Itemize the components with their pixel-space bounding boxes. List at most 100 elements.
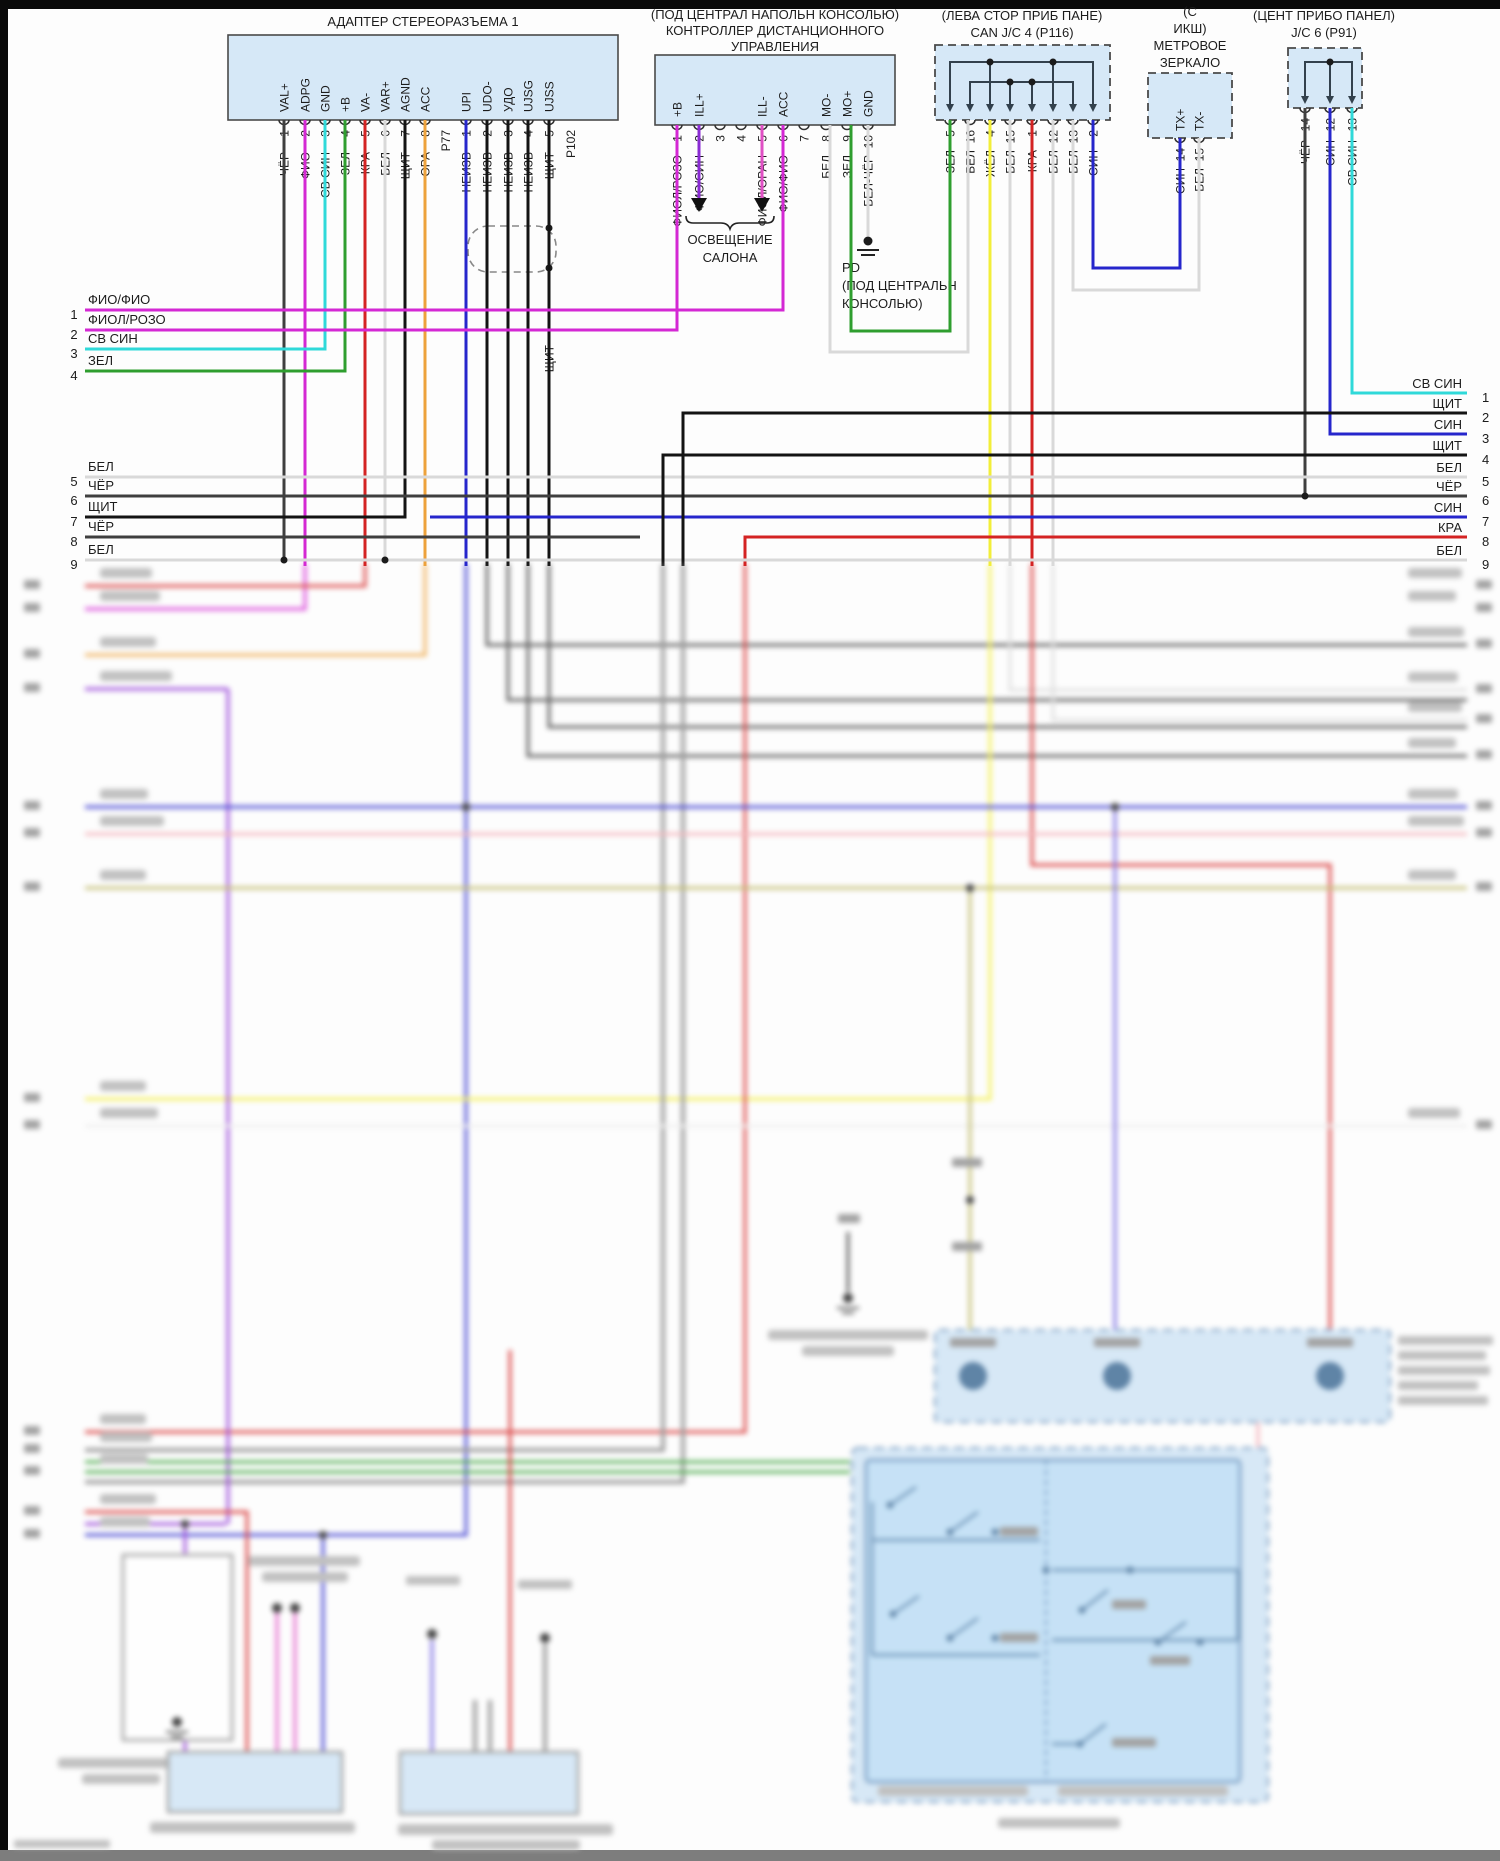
- pin-label: TX-: [1193, 112, 1207, 131]
- terminal-dot: [427, 1629, 437, 1639]
- blurred-label: [1094, 1338, 1140, 1347]
- can-jc4-block: (ЛЕВА СТОР ПРИБ ПАНЕ) CAN J/C 4 (P116) 5…: [934, 8, 1111, 177]
- blurred-caption: [398, 1824, 613, 1835]
- arrow-down-icon: [754, 198, 770, 212]
- row-label: ЩИТ: [88, 499, 118, 514]
- row-label: СВ СИН: [88, 331, 138, 346]
- row-label: ЩИТ: [1433, 438, 1463, 453]
- row-label: ЧЁР: [88, 519, 114, 534]
- wire: [275, 1612, 297, 1752]
- connector-code: P77: [439, 130, 453, 152]
- wire: [1008, 120, 1055, 566]
- blurred-right-row-marks: [1408, 568, 1492, 1129]
- wire: [85, 687, 230, 1752]
- wire: [1328, 108, 1467, 436]
- row-number: 2: [70, 327, 77, 342]
- row-label: БЕЛ: [88, 542, 114, 557]
- junction-dot: [319, 1531, 327, 1539]
- remote-title: УПРАВЛЕНИЯ: [731, 39, 819, 54]
- wire: [849, 120, 952, 333]
- blurred-caption: [248, 1556, 360, 1566]
- blurred-label: [952, 1242, 982, 1251]
- mirror-title: МЕТРОВОЕ: [1154, 38, 1227, 53]
- pin-label: ACC: [777, 91, 791, 117]
- wire: [85, 125, 679, 332]
- pin-label: UDO-: [481, 81, 495, 112]
- wire: [85, 564, 427, 657]
- pin-label: +B: [339, 97, 353, 112]
- row-line: [681, 411, 1467, 566]
- ground-dot: [843, 1293, 853, 1303]
- terminal-circle: [1103, 1362, 1131, 1390]
- mirror-title: ЗЕРКАЛО: [1160, 55, 1220, 70]
- pin-label: MO+: [841, 91, 855, 117]
- wire: [85, 564, 685, 1484]
- row-label: ЧЁР: [88, 478, 114, 493]
- pin-label: ILL+: [693, 93, 707, 117]
- pin-number: 16: [964, 130, 978, 144]
- left-row-labels: 1 ФИО/ФИО 2 ФИОЛ/РОЗО 3 СВ СИН 4 ЗЕЛ 5 Б…: [70, 292, 165, 572]
- wire: [485, 120, 551, 566]
- wire: [85, 564, 665, 1452]
- adapter-title: АДАПТЕР СТЕРЕОРАЗЪЕМА 1: [327, 14, 518, 29]
- pd-label: КОНСОЛЬЮ): [842, 296, 923, 311]
- row-number: 5: [70, 474, 77, 489]
- blurred-caption: [998, 1818, 1120, 1828]
- right-row-labels: 1 СВ СИН 2 ЩИТ 3 СИН 4 ЩИТ 5 БЕЛ 6 ЧЁР 7…: [1412, 376, 1489, 572]
- mirror-title: (С: [1183, 4, 1197, 19]
- wire: [1091, 120, 1182, 270]
- wire: [1030, 564, 1332, 1362]
- ground-icon: [166, 1731, 188, 1738]
- can-bus: [949, 61, 1094, 104]
- crisp-section: АДАПТЕР СТЕРЕОРАЗЪЕМА 1 VAL+ ADPG GND +B…: [70, 4, 1489, 572]
- pin-label: UPI: [460, 92, 474, 112]
- blurred-caption: [432, 1840, 580, 1850]
- remote-title: (ПОД ЦЕНТРАЛ НАПОЛЬН КОНСОЛЬЮ): [651, 7, 899, 22]
- row-label: ЧЁР: [1436, 479, 1462, 494]
- adapter-connector-body: [227, 34, 619, 121]
- top-border: [0, 0, 1500, 9]
- row-number: 6: [70, 493, 77, 508]
- row-number: 6: [1482, 493, 1489, 508]
- wire: [485, 564, 1467, 647]
- ground-dot: [863, 236, 873, 246]
- adapter-block: АДАПТЕР СТЕРЕОРАЗЪЕМА 1 VAL+ ADPG GND +B…: [227, 14, 619, 372]
- junction-dot: [966, 1196, 974, 1204]
- connector-code: P102: [564, 130, 578, 158]
- junction-dot: [1006, 78, 1014, 86]
- wire: [473, 1644, 547, 1752]
- pin-label: UJSS: [543, 81, 557, 112]
- blurred-caption: [1398, 1381, 1478, 1390]
- wire: [828, 120, 970, 354]
- wire: [85, 564, 367, 588]
- watermark: [14, 1840, 110, 1848]
- pd-ground: PD (ПОД ЦЕНТРАЛЬН КОНСОЛЬЮ): [842, 125, 957, 311]
- pin-label: GND: [862, 90, 876, 117]
- can-arrowheads: [946, 104, 1097, 112]
- pin-number: 8: [820, 135, 834, 142]
- switch-symbols: [870, 1486, 1240, 1748]
- row-line: [661, 453, 1467, 566]
- wire: [1071, 120, 1201, 292]
- jc6-block: (ЦЕНТ ПРИБО ПАНЕЛ) J/C 6 (P91) 14 12 13 …: [1253, 8, 1395, 186]
- blurred-pin: [838, 1214, 860, 1223]
- remote-title: КОНТРОЛЛЕР ДИСТАНЦИОННОГО: [666, 23, 884, 38]
- junction-dot: [966, 884, 974, 892]
- wire: [85, 125, 785, 312]
- row-number: 4: [70, 368, 77, 383]
- brace: [685, 215, 775, 232]
- row-number: 3: [1482, 431, 1489, 446]
- mirror-connector-body: [1147, 72, 1233, 139]
- terminal-circle: [959, 1362, 987, 1390]
- junction-dot: [986, 58, 994, 66]
- row-number: 7: [70, 514, 77, 529]
- jc6-title: J/C 6 (P91): [1291, 25, 1357, 40]
- pin-label: УДО: [502, 87, 516, 112]
- wire-color-label: БЕЛ: [964, 150, 978, 174]
- blurred-caption: [150, 1822, 355, 1833]
- pin-label: VAL+: [278, 83, 292, 112]
- blurred-caption: [1398, 1396, 1488, 1405]
- pin-label: ADPG: [299, 78, 313, 112]
